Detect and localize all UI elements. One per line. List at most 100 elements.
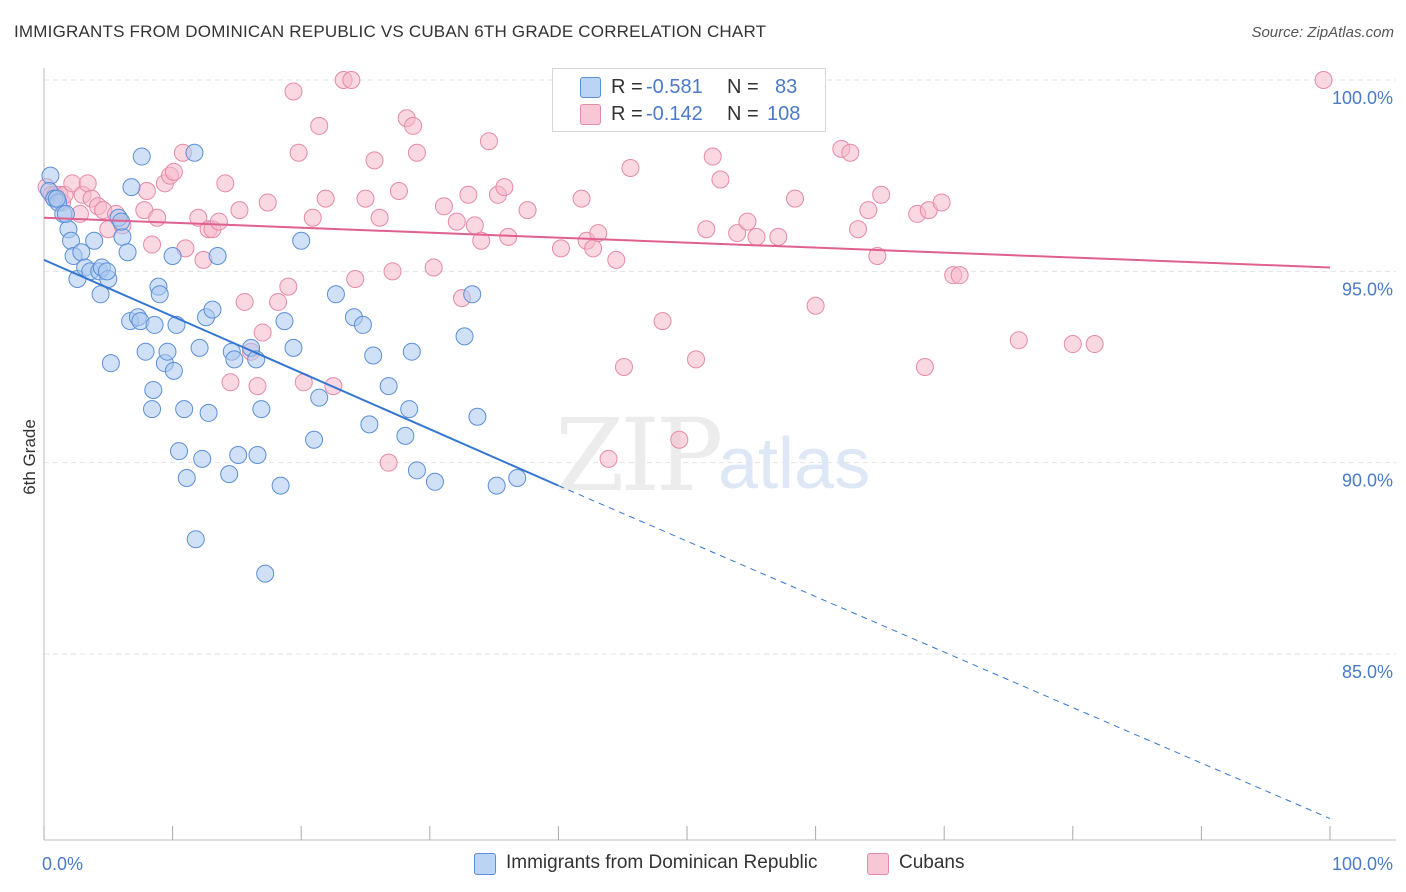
y-tick-label: 95.0% (1342, 279, 1393, 299)
dominican-trend-extension (558, 485, 1331, 820)
watermark: ZIP atlas (555, 397, 870, 514)
legend-swatch-pink (867, 853, 889, 875)
dominican-point (101, 354, 120, 373)
cubans-point (370, 208, 389, 227)
cubans-point (670, 430, 689, 449)
cubans-point (148, 208, 167, 227)
dominican-point (203, 300, 222, 319)
dominican-point (455, 327, 474, 346)
cubans-point (379, 453, 398, 472)
cubans-point (697, 220, 716, 239)
dominican-point (98, 262, 117, 281)
dominican-point (163, 247, 182, 266)
y-tick-label: 100.0% (1332, 88, 1393, 108)
cubans-point (687, 350, 706, 369)
cubans-point (915, 358, 934, 376)
cubans-point (1063, 335, 1082, 354)
legend-n-label: N = (727, 103, 759, 125)
y-tick-label: 85.0% (1342, 662, 1393, 682)
cubans-point (747, 227, 766, 246)
y-tick-labels: 85.0% 90.0% 95.0% 100.0% (1332, 88, 1393, 682)
dominican-point (175, 400, 194, 419)
dominican-point (292, 231, 311, 250)
cubans-point (728, 224, 747, 243)
cubans-point (859, 201, 878, 220)
dominican-point (396, 426, 415, 445)
cubans-point (1009, 331, 1028, 350)
watermark-atlas: atlas (718, 424, 870, 504)
dominican-point (400, 400, 419, 419)
cubans-point (365, 151, 384, 170)
cubans-point (356, 189, 375, 208)
cubans-point (621, 159, 640, 178)
dominican-point (164, 361, 183, 380)
dominican-point (225, 350, 244, 369)
cubans-point (269, 292, 288, 311)
dominican-point (85, 231, 104, 250)
cubans-point (389, 181, 408, 200)
legend-r-label: R = (611, 76, 643, 98)
cubans-trend-line (43, 216, 1331, 269)
dominican-point (145, 315, 164, 334)
dominican-point (326, 285, 345, 304)
x-tick-label: 100.0% (1332, 854, 1393, 874)
cubans-point (495, 178, 514, 197)
x-tick-labels: 0.0% 100.0% (42, 854, 1393, 874)
cubans-point (950, 266, 969, 285)
cubans-point (551, 239, 570, 258)
cubans-point (235, 292, 254, 311)
dominican-point (402, 342, 421, 361)
cubans-point (572, 189, 591, 208)
cubans-point (143, 235, 162, 254)
cubans-point (164, 162, 183, 181)
cubans-point (342, 71, 361, 89)
cubans-point (786, 189, 805, 208)
dominican-point (143, 400, 162, 419)
cubans-point (221, 373, 240, 392)
dominican-point (122, 178, 141, 197)
dominican-point (177, 468, 196, 487)
dominican-point (229, 446, 248, 465)
cubans-point (258, 193, 277, 212)
dominican-point (252, 400, 271, 419)
dominican-point (248, 446, 267, 465)
cubans-point (472, 231, 491, 250)
cubans-point (303, 208, 322, 227)
cubans-point (284, 82, 303, 101)
cubans-point (584, 239, 603, 258)
cubans-point (459, 185, 478, 204)
dominican-point (353, 315, 372, 334)
dominican-trend-line (43, 258, 559, 487)
dominican-point (487, 476, 506, 495)
cubans-point (310, 116, 329, 135)
cubans-point (607, 250, 626, 269)
cubans-point (738, 212, 757, 231)
dominican-point (208, 247, 227, 266)
dominican-point (379, 377, 398, 396)
cubans-point (137, 181, 156, 200)
cubans-point (465, 216, 484, 235)
dominican-point (136, 342, 155, 361)
cubans-point (253, 323, 272, 342)
cubans-point (316, 189, 335, 208)
legend-n-value: 83 (775, 76, 798, 98)
legend-n-value: 108 (767, 103, 801, 125)
cubans-point (279, 277, 298, 296)
cubans-point (189, 208, 208, 227)
cubans-point (424, 258, 443, 277)
cubans-point (932, 193, 951, 212)
dominican-point (158, 342, 177, 361)
dominican-point (47, 189, 66, 208)
y-tick-label: 90.0% (1342, 471, 1393, 491)
dominican-point (284, 338, 303, 357)
chart-title: IMMIGRANTS FROM DOMINICAN REPUBLIC VS CU… (14, 22, 767, 41)
cubans-point (289, 143, 308, 162)
dominican-point (118, 243, 137, 262)
x-tick-label: 0.0% (42, 854, 83, 874)
dominican-point (360, 415, 379, 434)
legend-n-label: N = (727, 76, 759, 98)
cubans-point (78, 174, 97, 193)
dominican-point (425, 472, 444, 491)
dominican-point (170, 442, 189, 461)
